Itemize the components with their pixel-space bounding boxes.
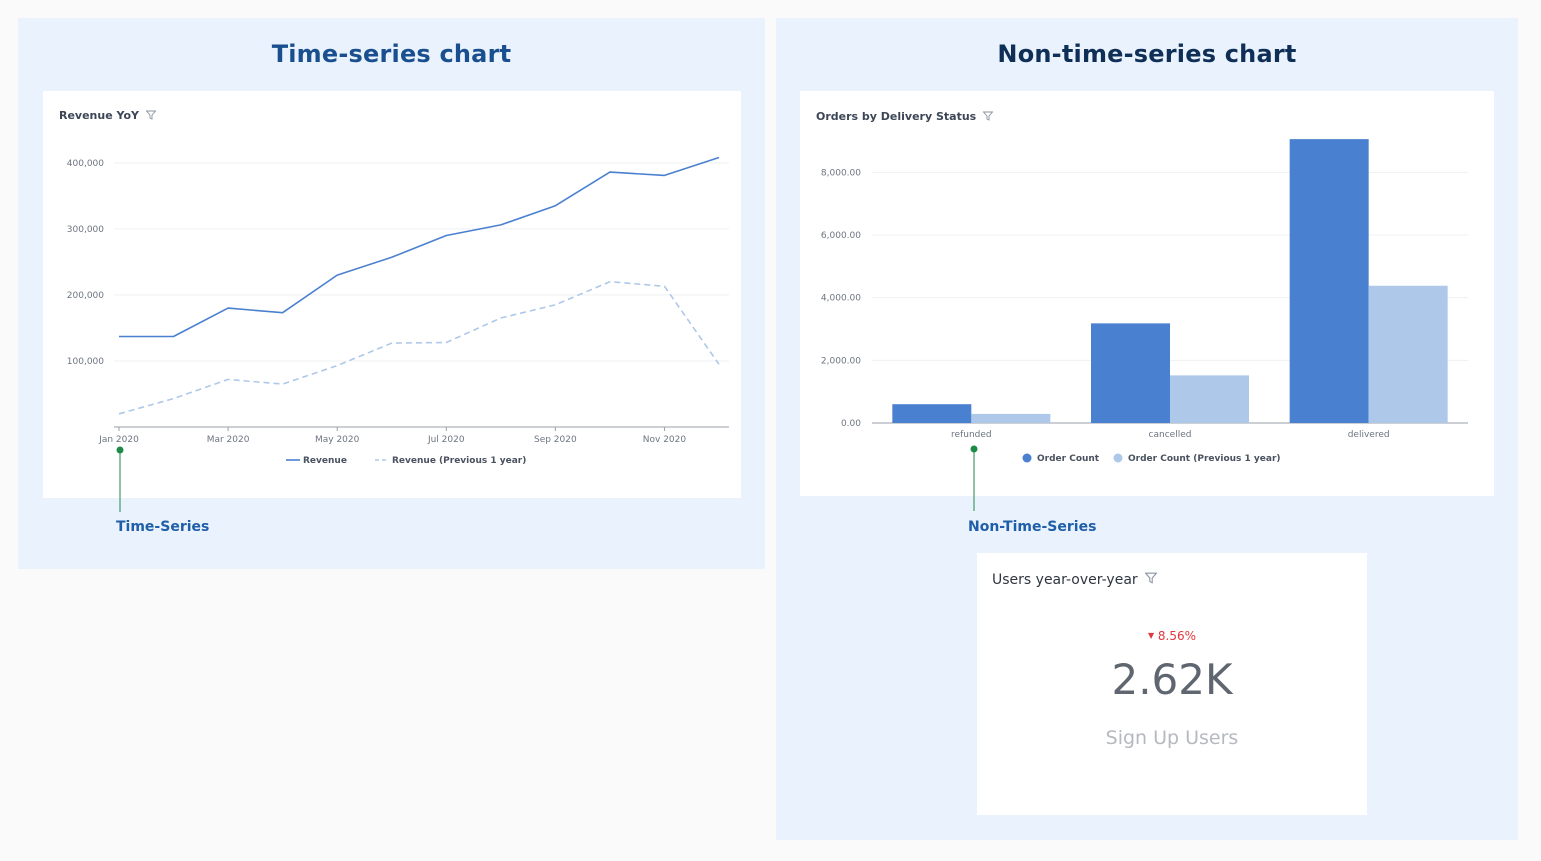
time-series-panel-title: Time-series chart xyxy=(271,40,512,68)
users-card-title: Users year-over-year xyxy=(992,572,1138,588)
non-time-series-panel: Non-time-series chart Orders by Delivery… xyxy=(776,18,1518,840)
non-time-series-panel-title: Non-time-series chart xyxy=(997,40,1297,68)
orders-card-header: Orders by Delivery Status xyxy=(816,110,994,124)
series-line-revenue xyxy=(119,156,720,338)
bar-cancelled-current xyxy=(1091,323,1170,423)
y-tick-label: 6,000.00 xyxy=(821,231,861,241)
time-series-callout-line xyxy=(116,446,124,512)
callout-dot xyxy=(970,445,978,453)
users-card-header: Users year-over-year xyxy=(992,572,1158,588)
legend-label: Revenue xyxy=(303,456,347,466)
x-tick-label: Mar 2020 xyxy=(207,435,250,445)
x-tick-label: Sep 2020 xyxy=(534,435,577,445)
revenue-yoy-card: Revenue YoY 100,000 200,000 300,000 400,000… xyxy=(43,91,741,498)
kpi-change: ▼ 8.56% xyxy=(977,629,1367,643)
legend-label: Order Count xyxy=(1037,454,1100,464)
bar-delivered-current xyxy=(1289,139,1369,423)
orders-card-title: Orders by Delivery Status xyxy=(816,110,977,123)
series-line-revenue-previous xyxy=(118,280,720,415)
x-tick-label: Nov 2020 xyxy=(643,435,687,445)
bar-cancelled-previous xyxy=(1170,375,1249,423)
revenue-line-chart: 100,000 200,000 300,000 400,000 Jan 2020 Mar … xyxy=(67,156,729,466)
revenue-card-header: Revenue YoY xyxy=(59,109,157,123)
legend-swatch xyxy=(1022,453,1032,463)
kpi-change-value: 8.56% xyxy=(1157,629,1197,643)
kpi-label: Sign Up Users xyxy=(1105,727,1239,749)
x-tick-label: Jan 2020 xyxy=(98,435,139,445)
filter-icon[interactable] xyxy=(1144,572,1158,588)
y-tick-label: 0.00 xyxy=(841,419,861,429)
x-tick-label: cancelled xyxy=(1149,430,1192,440)
y-tick-label: 100,000 xyxy=(67,357,104,367)
y-tick-label: 200,000 xyxy=(67,291,104,301)
caret-down-icon: ▼ xyxy=(1147,631,1155,640)
orders-card: Orders by Delivery Status 0.00 2,000.00 4,… xyxy=(800,91,1494,496)
y-tick-label: 2,000.00 xyxy=(821,356,861,366)
filter-icon[interactable] xyxy=(145,110,157,123)
bar-refunded-current xyxy=(892,404,972,423)
revenue-card-title: Revenue YoY xyxy=(59,109,139,122)
non-time-series-callout-label: Non-Time-Series xyxy=(968,519,1097,535)
x-tick-label: refunded xyxy=(951,430,992,440)
kpi-value: 2.62K xyxy=(1111,655,1233,704)
callout-dot xyxy=(116,446,124,454)
y-tick-label: 4,000.00 xyxy=(821,294,861,304)
users-yoy-card: Users year-over-year ▼ 8.56% 2.62K Sign … xyxy=(977,553,1367,815)
bar-refunded-previous xyxy=(971,413,1051,423)
bar-delivered-previous xyxy=(1368,285,1448,423)
time-series-callout-label: Time-Series xyxy=(116,519,210,535)
legend-label: Order Count (Previous 1 year) xyxy=(1128,454,1281,464)
y-tick-label: 300,000 xyxy=(67,225,104,235)
legend-label: Revenue (Previous 1 year) xyxy=(392,456,526,466)
filter-icon[interactable] xyxy=(982,111,994,124)
orders-bar-chart: 0.00 2,000.00 4,000.00 6,000.00 8,000.00 refu… xyxy=(821,139,1468,464)
x-tick-label: May 2020 xyxy=(315,435,360,445)
non-time-series-callout-line xyxy=(970,445,978,511)
time-series-panel: Time-series chart Revenue YoY 100,000 200… xyxy=(18,18,765,569)
legend-swatch xyxy=(1113,453,1123,463)
y-tick-label: 400,000 xyxy=(67,159,104,169)
x-tick-label: Jul 2020 xyxy=(427,435,465,445)
y-tick-label: 8,000.00 xyxy=(821,168,861,178)
x-tick-label: delivered xyxy=(1348,430,1390,440)
